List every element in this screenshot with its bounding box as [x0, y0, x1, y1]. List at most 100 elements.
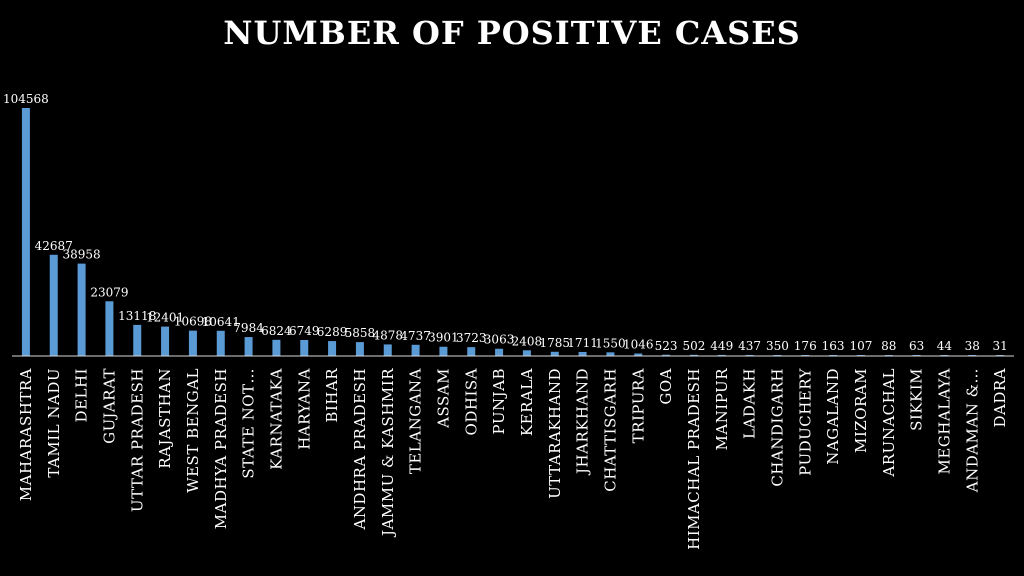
value-label: 31	[992, 339, 1007, 353]
category-label: UTTARAKHAND	[546, 368, 564, 499]
category-labels-group: MAHARASHTRA TAMIL NADU DELHI GUJARAT UTTAR P…	[17, 367, 1009, 549]
category-label: MIZORAM	[852, 368, 870, 453]
value-label: 10641	[202, 315, 240, 329]
category-label: MAHARASHTRA	[17, 368, 35, 501]
bar	[467, 347, 476, 356]
bar	[495, 348, 504, 356]
value-label: 163	[822, 339, 845, 353]
value-label: 1550	[595, 336, 626, 350]
category-label: HIMACHAL PRADESH	[685, 368, 703, 550]
category-label: BIHAR	[323, 368, 341, 423]
value-label: 44	[937, 339, 953, 353]
bar	[272, 339, 281, 356]
category-label: HARYANA	[295, 368, 313, 450]
value-label: 4737	[400, 329, 431, 343]
bar	[550, 351, 559, 356]
category-label: ANDAMAN &…	[963, 368, 981, 493]
category-label: TELANGANA	[407, 368, 425, 474]
bar	[383, 344, 392, 356]
value-label: 10698	[174, 315, 212, 329]
category-label: DADRA	[991, 368, 1009, 428]
category-label: UTTAR PRADESH	[128, 368, 146, 512]
bar	[77, 263, 86, 356]
value-label: 88	[881, 339, 896, 353]
bar	[745, 354, 754, 356]
category-label: CHATTISGARH	[601, 368, 619, 492]
bar	[105, 301, 114, 356]
bar	[161, 326, 170, 356]
value-label: 502	[682, 339, 705, 353]
category-label: SIKKIM	[908, 368, 926, 431]
category-label: PUNJAB	[490, 368, 508, 434]
value-label: 63	[909, 339, 924, 353]
value-label: 350	[766, 339, 789, 353]
value-label: 7984	[233, 321, 264, 335]
category-label: GUJARAT	[100, 368, 118, 444]
bar	[662, 354, 671, 356]
value-label: 4878	[372, 328, 403, 342]
category-label: TAMIL NADU	[45, 368, 63, 478]
bar	[355, 342, 364, 356]
bar	[522, 350, 531, 356]
category-label: TRIPURA	[629, 368, 647, 443]
category-label: ARUNACHAL	[880, 368, 898, 478]
bar	[244, 337, 253, 356]
bar	[49, 254, 58, 356]
value-label: 1711	[567, 336, 598, 350]
value-label: 38958	[62, 248, 100, 262]
bar	[717, 354, 726, 356]
value-label: 176	[794, 339, 817, 353]
value-label: 23079	[90, 285, 128, 299]
value-label: 3063	[484, 333, 515, 347]
value-label: 3723	[456, 331, 487, 345]
value-label: 6289	[317, 325, 348, 339]
category-label: GOA	[657, 368, 675, 405]
value-label: 38	[965, 339, 980, 353]
value-label: 523	[655, 339, 678, 353]
value-label: 42687	[35, 239, 73, 253]
value-label: 13118	[118, 309, 156, 323]
bar	[606, 352, 615, 356]
bar	[188, 330, 197, 356]
category-label: KERALA	[518, 368, 536, 436]
category-label: MADHYA PRADESH	[212, 368, 230, 529]
category-label: RAJASTHAN	[156, 368, 174, 469]
value-label: 6749	[289, 324, 320, 338]
bar	[21, 108, 30, 356]
category-label: ANDHRA PRADESH	[351, 368, 369, 531]
category-label: ODHISA	[462, 368, 480, 435]
value-label: 449	[710, 339, 733, 353]
category-label: CHANDIGARH	[768, 368, 786, 487]
bar	[439, 346, 448, 356]
bar	[689, 354, 698, 356]
bar	[133, 324, 142, 356]
category-label: MANIPUR	[713, 368, 731, 451]
bar	[328, 341, 337, 356]
category-label: NAGALAND	[824, 368, 842, 465]
category-label: LADAKH	[741, 368, 759, 439]
category-label: MEGHALAYA	[935, 368, 953, 474]
value-label: 6824	[261, 324, 292, 338]
category-label: WEST BENGAL	[184, 368, 202, 493]
bar	[411, 344, 420, 356]
value-label: 5858	[345, 326, 376, 340]
value-label: 104568	[3, 92, 49, 106]
bar	[634, 353, 643, 356]
value-label: 2408	[512, 334, 543, 348]
category-label: JAMMU & KASHMIR	[379, 368, 397, 538]
category-label: STATE NOT…	[240, 368, 258, 479]
category-label: KARNATAKA	[267, 368, 285, 470]
category-label: ASSAM	[434, 368, 452, 429]
bar	[216, 330, 225, 356]
value-label: 3901	[428, 331, 459, 345]
bar	[300, 339, 309, 356]
value-label: 1785	[539, 336, 570, 350]
value-label: 437	[738, 339, 761, 353]
value-label: 1046	[623, 338, 654, 352]
category-label: JHARKHAND	[574, 368, 592, 476]
chart-title: NUMBER OF POSITIVE CASES	[223, 14, 801, 52]
category-label: PUDUCHERY	[796, 367, 814, 475]
value-label: 12401	[146, 311, 184, 325]
